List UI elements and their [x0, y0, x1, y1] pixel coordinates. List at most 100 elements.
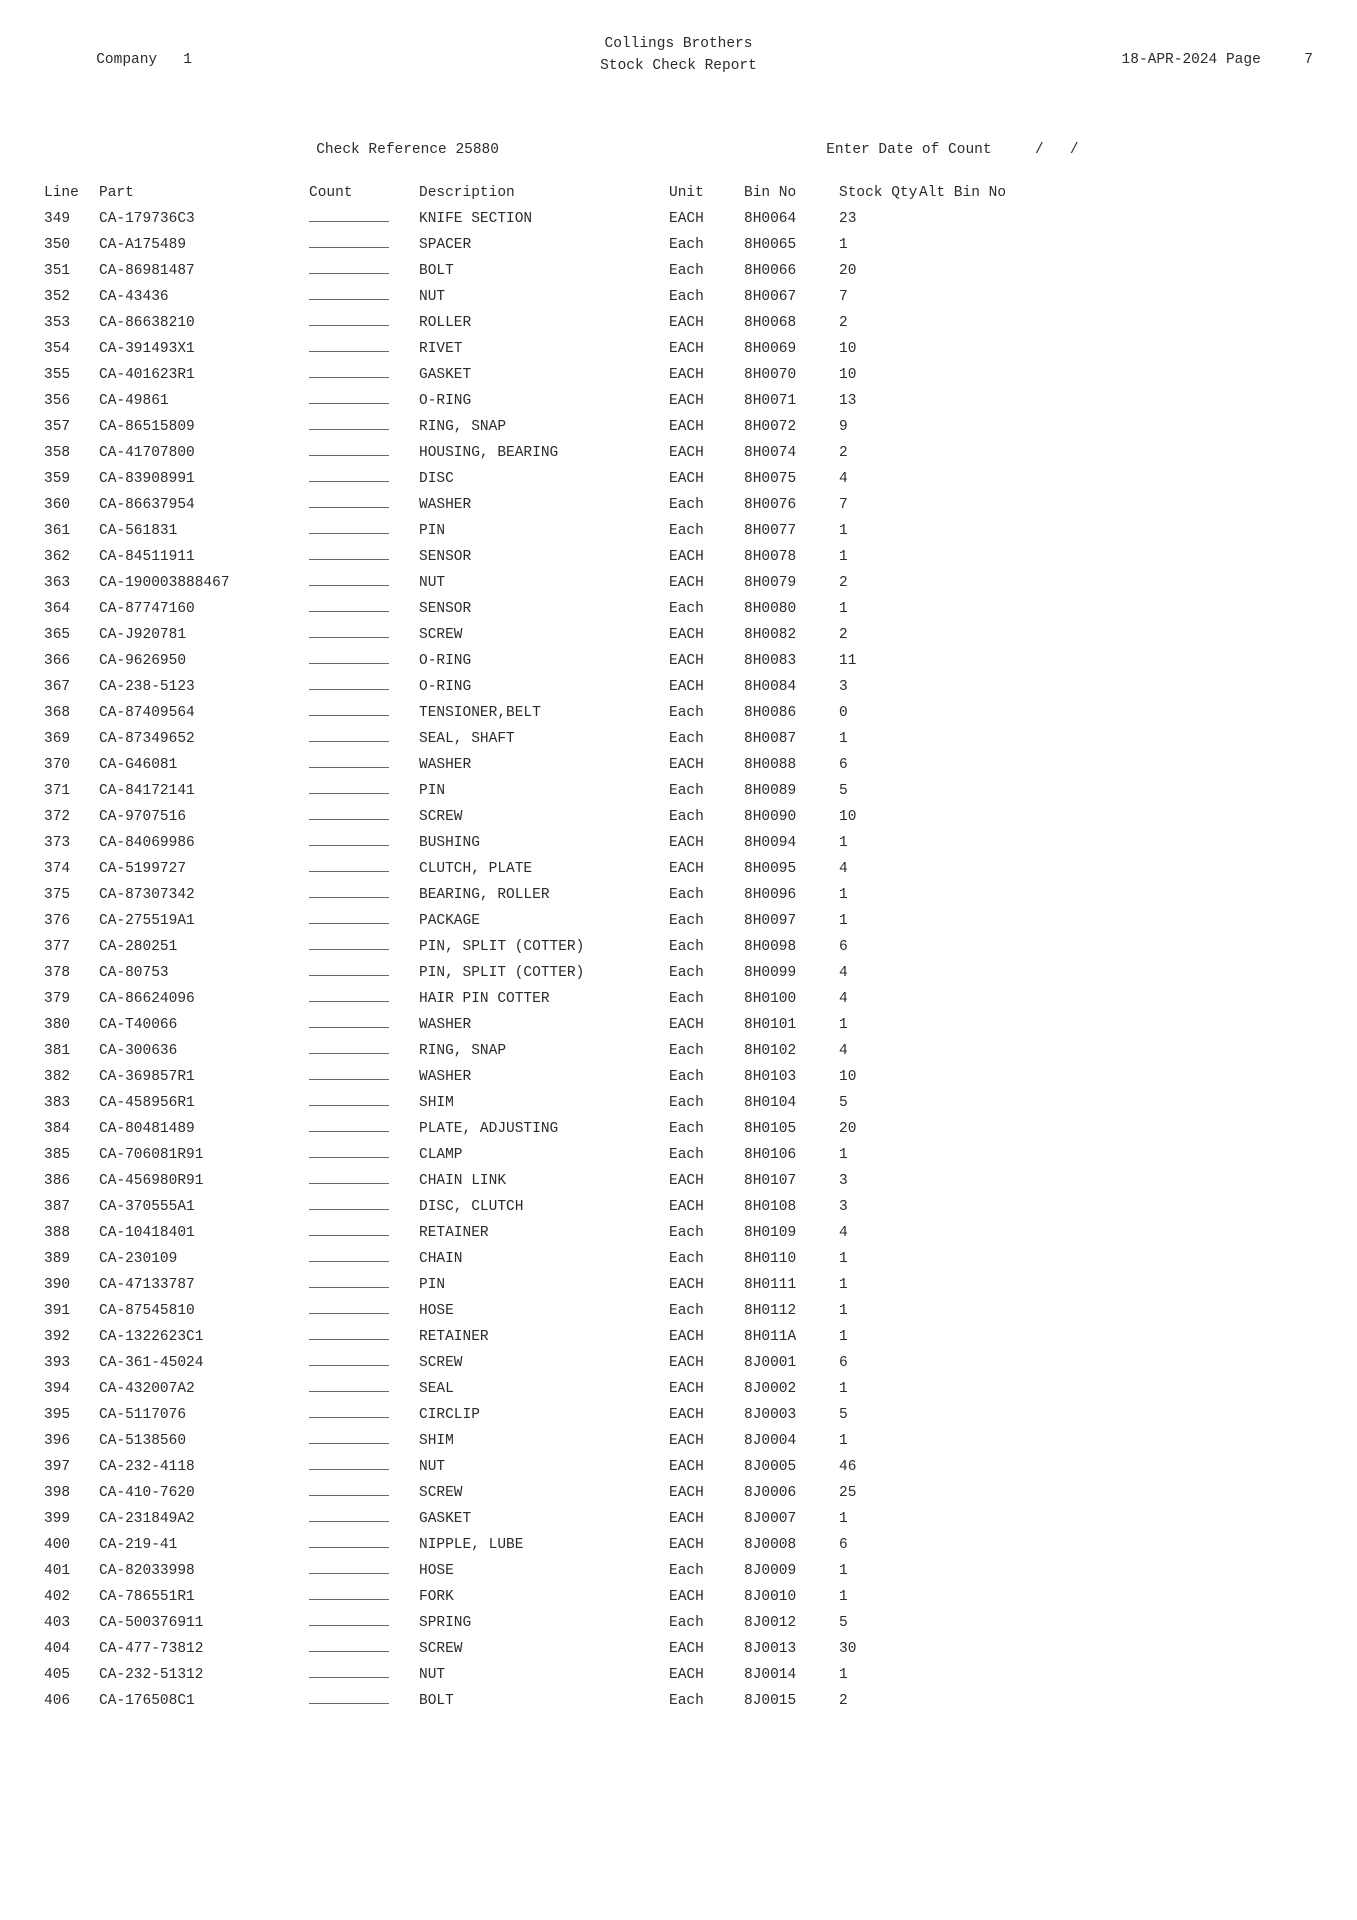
- count-blank[interactable]: [309, 467, 389, 482]
- count-blank[interactable]: [309, 701, 389, 716]
- cell-count[interactable]: [309, 1556, 419, 1582]
- cell-count[interactable]: [309, 516, 419, 542]
- count-blank[interactable]: [309, 597, 389, 612]
- cell-count[interactable]: [309, 1062, 419, 1088]
- count-blank[interactable]: [309, 857, 389, 872]
- cell-count[interactable]: [309, 594, 419, 620]
- cell-count[interactable]: [309, 334, 419, 360]
- count-blank[interactable]: [309, 1351, 389, 1366]
- count-blank[interactable]: [309, 1403, 389, 1418]
- cell-count[interactable]: [309, 438, 419, 464]
- cell-count[interactable]: [309, 1530, 419, 1556]
- cell-count[interactable]: [309, 1010, 419, 1036]
- cell-count[interactable]: [309, 1296, 419, 1322]
- count-blank[interactable]: [309, 1429, 389, 1444]
- cell-count[interactable]: [309, 542, 419, 568]
- count-blank[interactable]: [309, 1559, 389, 1574]
- count-blank[interactable]: [309, 571, 389, 586]
- count-blank[interactable]: [309, 987, 389, 1002]
- cell-count[interactable]: [309, 802, 419, 828]
- cell-count[interactable]: [309, 1348, 419, 1374]
- cell-count[interactable]: [309, 672, 419, 698]
- cell-count[interactable]: [309, 1478, 419, 1504]
- cell-count[interactable]: [309, 1270, 419, 1296]
- cell-count[interactable]: [309, 204, 419, 230]
- cell-count[interactable]: [309, 386, 419, 412]
- count-blank[interactable]: [309, 727, 389, 742]
- count-blank[interactable]: [309, 363, 389, 378]
- cell-count[interactable]: [309, 1400, 419, 1426]
- cell-count[interactable]: [309, 1582, 419, 1608]
- count-blank[interactable]: [309, 1663, 389, 1678]
- count-blank[interactable]: [309, 1533, 389, 1548]
- cell-count[interactable]: [309, 1244, 419, 1270]
- count-blank[interactable]: [309, 1117, 389, 1132]
- cell-count[interactable]: [309, 490, 419, 516]
- cell-count[interactable]: [309, 1660, 419, 1686]
- cell-count[interactable]: [309, 568, 419, 594]
- count-blank[interactable]: [309, 1325, 389, 1340]
- cell-count[interactable]: [309, 1218, 419, 1244]
- count-blank[interactable]: [309, 1299, 389, 1314]
- count-blank[interactable]: [309, 1585, 389, 1600]
- count-blank[interactable]: [309, 1689, 389, 1704]
- count-blank[interactable]: [309, 831, 389, 846]
- count-blank[interactable]: [309, 649, 389, 664]
- cell-count[interactable]: [309, 646, 419, 672]
- cell-count[interactable]: [309, 1140, 419, 1166]
- count-blank[interactable]: [309, 493, 389, 508]
- cell-count[interactable]: [309, 1686, 419, 1712]
- count-blank[interactable]: [309, 805, 389, 820]
- count-blank[interactable]: [309, 259, 389, 274]
- count-blank[interactable]: [309, 207, 389, 222]
- count-blank[interactable]: [309, 1065, 389, 1080]
- count-blank[interactable]: [309, 389, 389, 404]
- count-blank[interactable]: [309, 233, 389, 248]
- cell-count[interactable]: [309, 1036, 419, 1062]
- count-blank[interactable]: [309, 1221, 389, 1236]
- cell-count[interactable]: [309, 750, 419, 776]
- count-blank[interactable]: [309, 909, 389, 924]
- cell-count[interactable]: [309, 1634, 419, 1660]
- cell-count[interactable]: [309, 1452, 419, 1478]
- cell-count[interactable]: [309, 1088, 419, 1114]
- cell-count[interactable]: [309, 1374, 419, 1400]
- cell-count[interactable]: [309, 698, 419, 724]
- cell-count[interactable]: [309, 932, 419, 958]
- cell-count[interactable]: [309, 1114, 419, 1140]
- count-blank[interactable]: [309, 1143, 389, 1158]
- cell-count[interactable]: [309, 958, 419, 984]
- count-blank[interactable]: [309, 1195, 389, 1210]
- count-blank[interactable]: [309, 623, 389, 638]
- cell-count[interactable]: [309, 1322, 419, 1348]
- count-blank[interactable]: [309, 1611, 389, 1626]
- count-blank[interactable]: [309, 961, 389, 976]
- cell-count[interactable]: [309, 412, 419, 438]
- count-blank[interactable]: [309, 519, 389, 534]
- count-blank[interactable]: [309, 1247, 389, 1262]
- count-blank[interactable]: [309, 1091, 389, 1106]
- cell-count[interactable]: [309, 776, 419, 802]
- count-blank[interactable]: [309, 1013, 389, 1028]
- count-blank[interactable]: [309, 1481, 389, 1496]
- cell-count[interactable]: [309, 464, 419, 490]
- count-blank[interactable]: [309, 337, 389, 352]
- cell-count[interactable]: [309, 1504, 419, 1530]
- count-blank[interactable]: [309, 415, 389, 430]
- cell-count[interactable]: [309, 256, 419, 282]
- count-blank[interactable]: [309, 1377, 389, 1392]
- cell-count[interactable]: [309, 854, 419, 880]
- cell-count[interactable]: [309, 1192, 419, 1218]
- count-blank[interactable]: [309, 1455, 389, 1470]
- count-blank[interactable]: [309, 285, 389, 300]
- cell-count[interactable]: [309, 984, 419, 1010]
- count-blank[interactable]: [309, 311, 389, 326]
- cell-count[interactable]: [309, 620, 419, 646]
- cell-count[interactable]: [309, 880, 419, 906]
- cell-count[interactable]: [309, 1166, 419, 1192]
- cell-count[interactable]: [309, 906, 419, 932]
- count-blank[interactable]: [309, 1637, 389, 1652]
- cell-count[interactable]: [309, 282, 419, 308]
- count-blank[interactable]: [309, 753, 389, 768]
- count-blank[interactable]: [309, 545, 389, 560]
